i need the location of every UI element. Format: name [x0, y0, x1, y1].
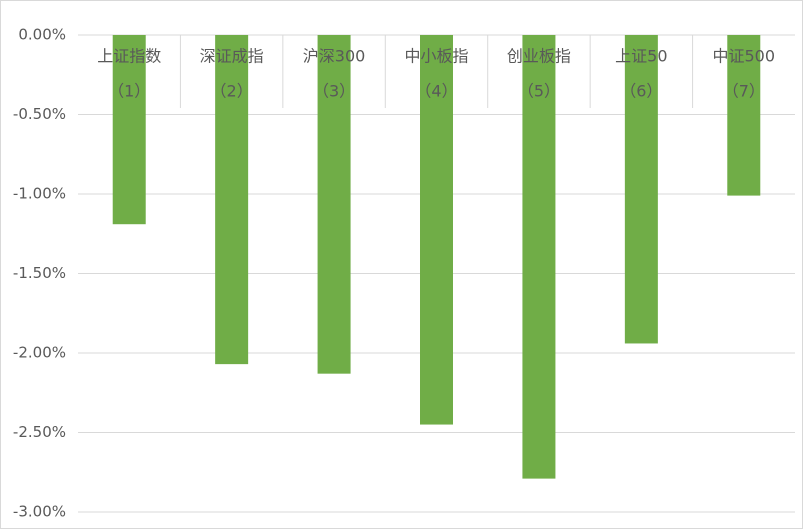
- x-tick-label: （2）: [211, 82, 253, 101]
- bar: [215, 35, 249, 365]
- x-tick-label: 深证成指: [200, 47, 264, 66]
- x-tick-label: 创业板指: [507, 47, 571, 66]
- bar: [727, 35, 761, 196]
- x-tick-label: 中证500: [713, 47, 776, 66]
- bar: [112, 35, 146, 225]
- y-tick-label: 0.00%: [18, 26, 66, 44]
- y-tick-label: -2.00%: [13, 344, 66, 362]
- bar: [624, 35, 658, 344]
- x-tick-label: （6）: [620, 82, 662, 101]
- x-tick-label: （5）: [518, 82, 560, 101]
- bar: [317, 35, 351, 374]
- x-tick-label: 上证50: [615, 47, 667, 66]
- x-tick-label: （1）: [108, 82, 150, 101]
- x-tick-label: 上证指数: [97, 47, 161, 66]
- y-tick-label: -1.00%: [13, 185, 66, 203]
- x-tick-label: （4）: [415, 82, 457, 101]
- bar: [522, 35, 556, 479]
- x-tick-label: （3）: [313, 82, 355, 101]
- y-tick-label: -2.50%: [13, 423, 66, 441]
- x-tick-label: 中小板指: [404, 47, 468, 66]
- y-tick-label: -0.50%: [13, 105, 66, 123]
- x-tick-label: （7）: [723, 82, 765, 101]
- x-tick-label: 沪深300: [303, 47, 366, 66]
- y-tick-label: -3.00%: [13, 503, 66, 521]
- bar: [420, 35, 453, 425]
- y-tick-label: -1.50%: [13, 264, 66, 282]
